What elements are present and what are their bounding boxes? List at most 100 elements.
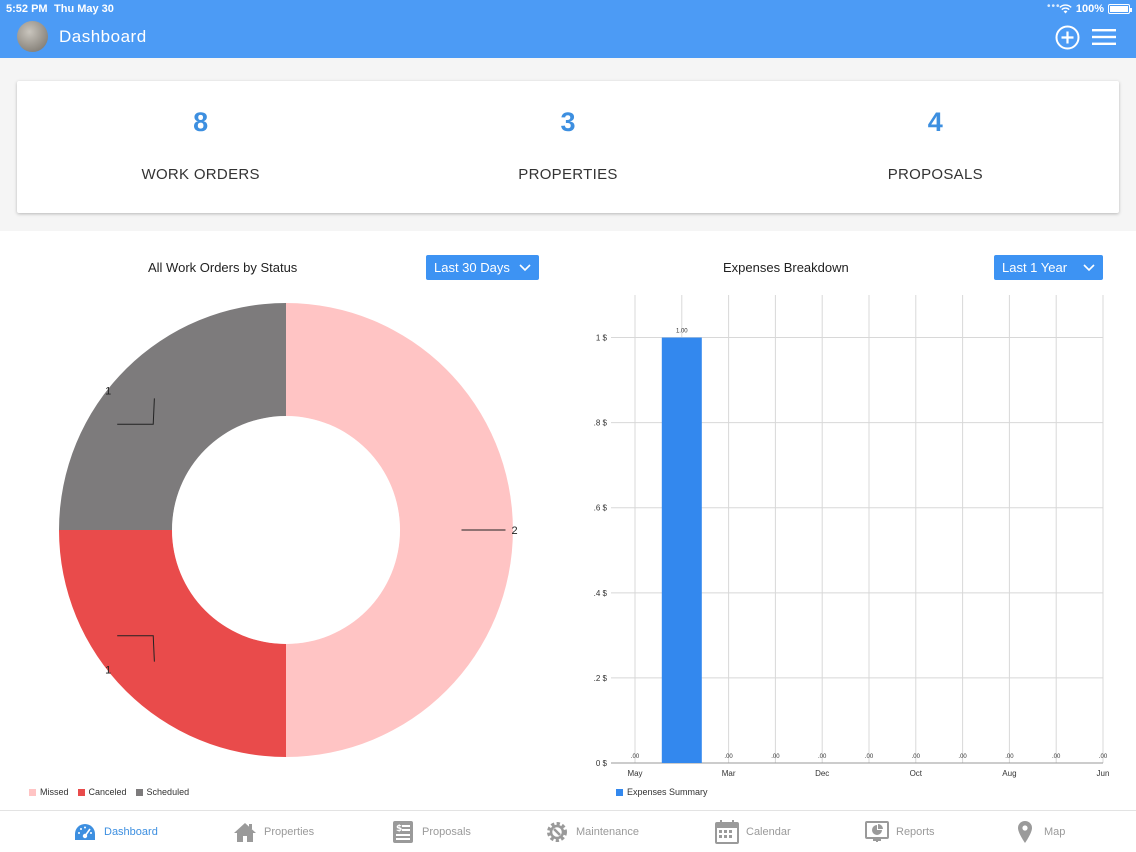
- tab-reports[interactable]: Reports: [865, 820, 935, 844]
- summary-section: 8 WORK ORDERS 3 PROPERTIES 4 PROPOSALS: [0, 58, 1136, 231]
- legend-item-expenses-summary: Expenses Summary: [616, 787, 708, 797]
- bar-data-label: .00: [912, 754, 921, 760]
- work-orders-donut-chart: 2 1 1: [59, 303, 518, 757]
- x-tick-label: Jun: [1097, 769, 1110, 778]
- expenses-range-dropdown[interactable]: Last 1 Year: [994, 255, 1103, 280]
- bar-data-label: .00: [1099, 754, 1108, 760]
- stat-label: PROPERTIES: [518, 166, 618, 183]
- status-time: 5:52 PM: [6, 3, 48, 15]
- legend-swatch: [135, 788, 143, 796]
- bar-data-label: .00: [865, 754, 874, 760]
- y-tick-label: .6 $: [594, 504, 608, 513]
- bar-data-label: .00: [818, 754, 827, 760]
- hamburger-menu-icon[interactable]: [1092, 28, 1116, 46]
- wifi-icon: [1059, 4, 1072, 14]
- chevron-down-icon: [1083, 263, 1095, 271]
- tab-label: Dashboard: [104, 826, 158, 838]
- legend-label: Missed: [40, 787, 69, 797]
- stat-properties[interactable]: 3 PROPERTIES: [384, 81, 751, 213]
- legend-label: Scheduled: [146, 787, 190, 797]
- donut-slice-missed: [286, 303, 513, 757]
- status-indicators: 100%: [1059, 3, 1132, 15]
- y-tick-label: 1 $: [596, 334, 608, 343]
- calendar-icon: [715, 820, 739, 844]
- donut-slice-scheduled: [59, 303, 286, 530]
- tab-label: Maintenance: [576, 826, 639, 838]
- x-tick-label: Mar: [722, 769, 736, 778]
- legend-swatch: [77, 788, 85, 796]
- donut-value-label: 2: [511, 525, 517, 537]
- donut-value-label: 1: [105, 665, 111, 677]
- presentation-chart-icon: [865, 821, 889, 842]
- y-tick-label: .4 $: [594, 589, 608, 598]
- tab-proposals[interactable]: $ Proposals: [391, 820, 471, 844]
- dropdown-value: Last 1 Year: [1002, 260, 1068, 275]
- y-tick-label: .8 $: [594, 419, 608, 428]
- gear-wrench-icon: [547, 822, 567, 842]
- stat-label: PROPOSALS: [887, 166, 983, 183]
- house-icon: [234, 823, 256, 842]
- plus-circle-icon[interactable]: [1055, 25, 1080, 50]
- bar-data-label: 1.00: [676, 329, 688, 335]
- multitasking-dots-icon: •••: [1047, 1, 1061, 12]
- legend-swatch: [29, 788, 36, 796]
- legend-label: Expenses Summary: [627, 787, 708, 797]
- expenses-bar-chart: 0 $ .2 $ .4 $ .6 $ .8 $ 1 $ .00 1.00 .00 .00 .00 .0…: [594, 295, 1110, 778]
- legend-item-scheduled: Scheduled: [135, 787, 190, 797]
- x-tick-label: Oct: [910, 769, 923, 778]
- dashboard-gauge-icon: [75, 824, 95, 840]
- summary-card: 8 WORK ORDERS 3 PROPERTIES 4 PROPOSALS: [17, 81, 1119, 213]
- work-orders-range-dropdown[interactable]: Last 30 Days: [426, 255, 539, 280]
- bottom-tab-bar: Dashboard Properties $ Proposals Mainten…: [0, 810, 1136, 852]
- work-orders-legend: Missed Canceled Scheduled: [29, 787, 193, 797]
- bar-data-label: .00: [1052, 754, 1061, 760]
- tab-dashboard[interactable]: Dashboard: [73, 820, 158, 844]
- map-pin-icon: [1018, 821, 1032, 843]
- tab-label: Reports: [896, 826, 935, 838]
- chevron-down-icon: [519, 263, 531, 271]
- legend-label: Canceled: [88, 787, 127, 797]
- legend-swatch: [616, 788, 623, 796]
- bar-data-label: .00: [724, 754, 733, 760]
- donut-value-label: 1: [105, 385, 111, 397]
- stat-value: 3: [560, 107, 576, 137]
- stat-value: 4: [927, 107, 943, 137]
- tab-label: Properties: [264, 826, 315, 838]
- x-tick-label: May: [627, 769, 642, 778]
- stat-proposals[interactable]: 4 PROPOSALS: [752, 81, 1119, 213]
- stat-value: 8: [193, 107, 209, 137]
- stat-work-orders[interactable]: 8 WORK ORDERS: [17, 81, 384, 213]
- bar-data-label: .00: [958, 754, 967, 760]
- tab-map[interactable]: Map: [1013, 820, 1065, 844]
- bar-data-label: .00: [631, 754, 640, 760]
- expenses-legend: Expenses Summary: [616, 787, 712, 797]
- label-leader-line: [117, 635, 155, 662]
- donut-slice-canceled: [59, 530, 286, 757]
- tab-label: Proposals: [422, 826, 471, 838]
- avatar[interactable]: [17, 21, 48, 52]
- svg-text:$: $: [396, 824, 402, 834]
- tab-label: Map: [1044, 826, 1066, 838]
- bar-data-label: .00: [771, 754, 780, 760]
- document-dollar-icon: $: [393, 821, 413, 843]
- page-title: Dashboard: [59, 27, 147, 46]
- stat-label: WORK ORDERS: [141, 166, 260, 183]
- tab-maintenance[interactable]: Maintenance: [545, 820, 639, 844]
- bar-expenses-summary: [661, 337, 702, 763]
- donut-hole: [183, 427, 389, 633]
- expenses-chart-title: Expenses Breakdown: [723, 260, 849, 275]
- tab-label: Calendar: [746, 826, 791, 838]
- battery-icon: [1108, 4, 1132, 14]
- label-leader-line: [117, 398, 155, 425]
- x-tick-label: Dec: [815, 769, 829, 778]
- y-tick-label: .2 $: [594, 674, 608, 683]
- legend-item-missed: Missed: [29, 787, 69, 797]
- y-tick-label: 0 $: [596, 759, 608, 768]
- tab-calendar[interactable]: Calendar: [715, 820, 791, 844]
- tab-properties[interactable]: Properties: [233, 820, 314, 844]
- bar-data-label: .00: [1005, 754, 1014, 760]
- x-tick-label: Aug: [1002, 769, 1016, 778]
- work-orders-chart-title: All Work Orders by Status: [148, 260, 298, 275]
- legend-item-canceled: Canceled: [77, 787, 127, 797]
- battery-percent: 100%: [1075, 3, 1104, 15]
